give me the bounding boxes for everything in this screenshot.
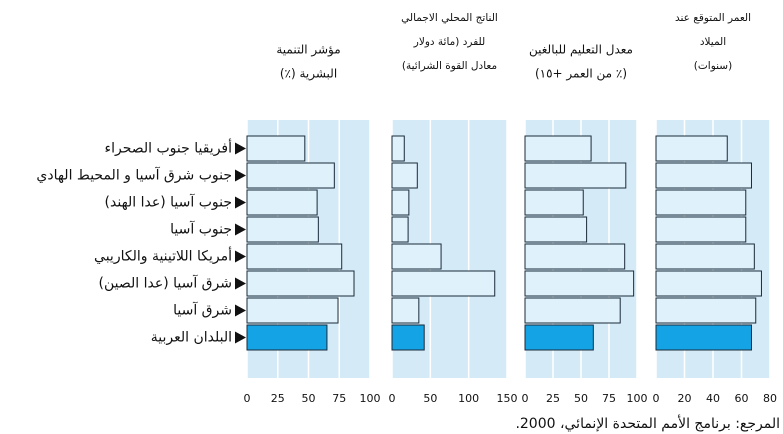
- pointer-arrow: [235, 304, 246, 317]
- panel-title: للفرد (مائة دولار: [413, 36, 485, 48]
- panel-title: البشرية (٪): [280, 67, 337, 82]
- bar: [655, 270, 762, 297]
- panel-title: الميلاد: [700, 36, 726, 48]
- category-label: شرق آسيا (عدا الصين): [99, 275, 232, 292]
- bar: [246, 297, 339, 324]
- x-tick-label: 0: [653, 392, 660, 405]
- bar: [524, 243, 626, 270]
- panel-title: (سنوات): [694, 60, 732, 72]
- pointer-arrow: [235, 196, 246, 209]
- bar: [391, 243, 442, 270]
- bar: [391, 135, 405, 162]
- bar: [246, 162, 335, 189]
- x-tick-label: 0: [522, 392, 529, 405]
- x-tick-label: 60: [735, 392, 749, 405]
- bar: [655, 324, 752, 351]
- bar: [655, 135, 728, 162]
- bar: [391, 189, 410, 216]
- bar: [524, 297, 621, 324]
- category-label: أفريقيا جنوب الصحراء: [105, 139, 233, 157]
- bar: [655, 162, 752, 189]
- x-tick-label: 50: [423, 392, 437, 405]
- bar: [655, 243, 755, 270]
- x-tick-label: 75: [602, 392, 616, 405]
- x-tick-label: 50: [302, 392, 316, 405]
- bar: [391, 270, 496, 297]
- bar: [524, 189, 584, 216]
- panel-title: معادل القوة الشرائية): [402, 60, 497, 72]
- x-tick-label: 100: [627, 392, 648, 405]
- pointer-arrow: [235, 169, 246, 182]
- pointer-arrow: [235, 277, 246, 290]
- bar: [655, 297, 757, 324]
- category-label: أمريكا اللاتينية والكاريبي: [94, 247, 232, 265]
- bar: [524, 135, 592, 162]
- panel-title: مؤشر التنمية: [276, 43, 340, 58]
- bar: [655, 216, 747, 243]
- bar: [524, 324, 594, 351]
- category-label: شرق آسيا: [173, 302, 232, 319]
- bar: [524, 216, 588, 243]
- pointer-arrow: [235, 331, 246, 344]
- panel-title: معدل التعليم للبالغين: [529, 43, 633, 58]
- bar: [246, 216, 319, 243]
- source-note: المرجع: برنامج الأمم المتحدة الإنمائي، 2…: [515, 414, 780, 432]
- category-label: جنوب شرق آسيا و المحيط الهادي: [36, 167, 232, 184]
- x-tick-label: 100: [360, 392, 381, 405]
- panel-title: العمر المتوقع عند: [675, 12, 751, 24]
- category-label: جنوب آسيا: [170, 221, 232, 238]
- category-label: البلدان العربية: [151, 330, 232, 346]
- bar: [246, 135, 306, 162]
- pointer-arrow: [235, 142, 246, 155]
- bar: [246, 324, 328, 351]
- bar: [391, 297, 420, 324]
- x-tick-label: 25: [546, 392, 560, 405]
- pointer-arrow: [235, 250, 246, 263]
- bar: [524, 270, 635, 297]
- x-tick-label: 0: [389, 392, 396, 405]
- x-tick-label: 80: [763, 392, 777, 405]
- pointer-arrow: [235, 223, 246, 236]
- x-tick-label: 25: [271, 392, 285, 405]
- x-tick-label: 100: [458, 392, 479, 405]
- category-label: جنوب آسيا (عدا الهند): [105, 194, 232, 211]
- bar: [524, 162, 627, 189]
- panel-title: الناتج المحلي الاجمالي: [401, 12, 498, 24]
- bar: [246, 189, 318, 216]
- bar: [391, 324, 425, 351]
- x-tick-label: 75: [332, 392, 346, 405]
- x-tick-label: 20: [678, 392, 692, 405]
- x-tick-label: 150: [497, 392, 518, 405]
- bar: [391, 162, 418, 189]
- bar: [246, 270, 355, 297]
- bar: [391, 216, 409, 243]
- x-tick-label: 40: [706, 392, 720, 405]
- bar: [655, 189, 747, 216]
- bar: [246, 243, 343, 270]
- panel-title: (٪ من العمر +١٥): [535, 67, 627, 82]
- x-tick-label: 0: [244, 392, 251, 405]
- x-tick-label: 50: [574, 392, 588, 405]
